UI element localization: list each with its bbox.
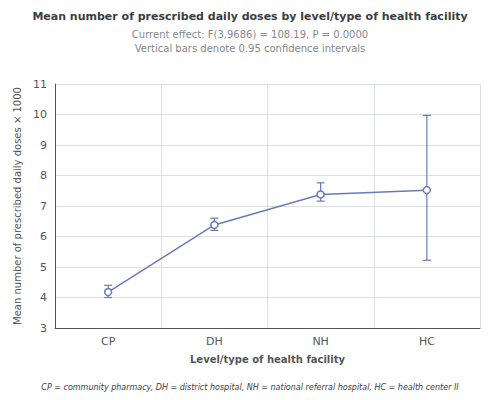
svg-text:9: 9 — [40, 139, 47, 152]
svg-text:4: 4 — [40, 291, 47, 304]
svg-text:CP = community pharmacy, DH =: CP = community pharmacy, DH = district h… — [41, 383, 459, 392]
svg-text:Mean number of prescribed dail: Mean number of prescribed daily doses by… — [32, 10, 467, 23]
svg-text:Level/type of health facility: Level/type of health facility — [190, 354, 346, 365]
svg-text:DH: DH — [206, 335, 223, 348]
svg-text:Vertical bars denote 0.95 conf: Vertical bars denote 0.95 confidence int… — [135, 43, 366, 54]
svg-text:3: 3 — [40, 322, 47, 335]
svg-text:6: 6 — [40, 230, 47, 243]
svg-text:8: 8 — [40, 169, 47, 182]
svg-text:CP: CP — [101, 335, 116, 348]
svg-text:10: 10 — [33, 108, 47, 121]
svg-text:11: 11 — [33, 78, 47, 91]
svg-text:Mean number of prescribed dail: Mean number of prescribed daily doses × … — [12, 87, 23, 325]
svg-text:Current effect: F(3,9686) = 10: Current effect: F(3,9686) = 108.19, P = … — [132, 29, 368, 40]
svg-text:HC: HC — [419, 335, 435, 348]
svg-text:5: 5 — [40, 261, 47, 274]
svg-text:7: 7 — [40, 200, 47, 213]
svg-text:NH: NH — [312, 335, 329, 348]
